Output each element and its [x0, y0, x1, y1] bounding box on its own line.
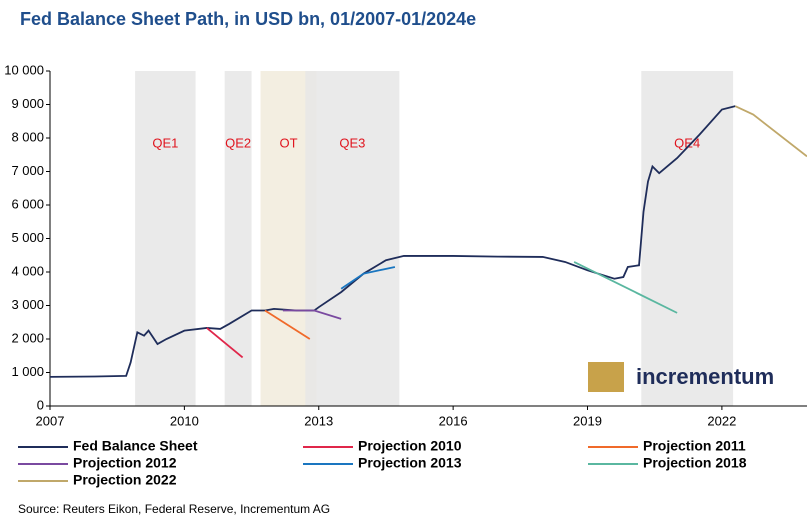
series-line: [50, 105, 736, 378]
x-tick-label: 2019: [573, 413, 602, 428]
logo: incrementum: [588, 362, 774, 392]
legend-label: Fed Balance Sheet: [73, 438, 198, 454]
y-tick-label: 0: [37, 397, 44, 412]
region-label: QE2: [225, 135, 251, 150]
series-line: [264, 309, 311, 340]
logo-text: incrementum: [636, 364, 774, 389]
x-tick-label: 2013: [304, 413, 333, 428]
y-tick-label: 7 000: [11, 163, 44, 178]
x-tick-label: 2016: [439, 413, 468, 428]
legend-label: Projection 2012: [73, 455, 177, 471]
y-tick-label: 2 000: [11, 330, 44, 345]
chart-title: Fed Balance Sheet Path, in USD bn, 01/20…: [20, 9, 476, 29]
legend-label: Projection 2022: [73, 472, 177, 488]
region-label: OT: [279, 135, 297, 150]
region: [305, 71, 400, 406]
y-tick-label: 5 000: [11, 230, 44, 245]
legend-label: Projection 2011: [643, 438, 746, 454]
x-tick-label: 2010: [170, 413, 199, 428]
y-tick-label: 6 000: [11, 196, 44, 211]
series-line: [282, 309, 342, 320]
region: [641, 71, 734, 406]
legend: Fed Balance Sheet Projection 2010 Projecti…: [18, 438, 747, 488]
region-label: QE4: [674, 135, 700, 150]
series-line: [340, 266, 396, 290]
region-label: QE3: [339, 135, 365, 150]
legend-label: Projection 2013: [358, 455, 462, 471]
legend-label: Projection 2018: [643, 455, 747, 471]
x-tick-label: 2007: [36, 413, 65, 428]
lines: [50, 105, 807, 378]
y-tick-label: 8 000: [11, 129, 44, 144]
region-label: QE1: [152, 135, 178, 150]
y-tick-label: 3 000: [11, 297, 44, 312]
y-tick-label: 10 000: [4, 62, 44, 77]
regions: QE1 QE2 OT QE3 QE4: [135, 71, 734, 406]
logo-icon: [588, 362, 624, 392]
source: Source: Reuters Eikon, Federal Reserve, …: [18, 502, 330, 516]
region: [135, 71, 196, 406]
y-tick-label: 9 000: [11, 96, 44, 111]
series-line: [206, 327, 244, 359]
axes: 0 1 000 2 000 3 000 4 000 5 000 6 000 7 000 8 00…: [4, 62, 807, 428]
series-line: [573, 261, 678, 314]
x-tick-label: 2022: [707, 413, 736, 428]
y-tick-label: 4 000: [11, 263, 44, 278]
y-tick-label: 1 000: [11, 364, 44, 379]
legend-label: Projection 2010: [358, 438, 462, 454]
series-line: [734, 105, 807, 158]
region: [224, 71, 252, 406]
